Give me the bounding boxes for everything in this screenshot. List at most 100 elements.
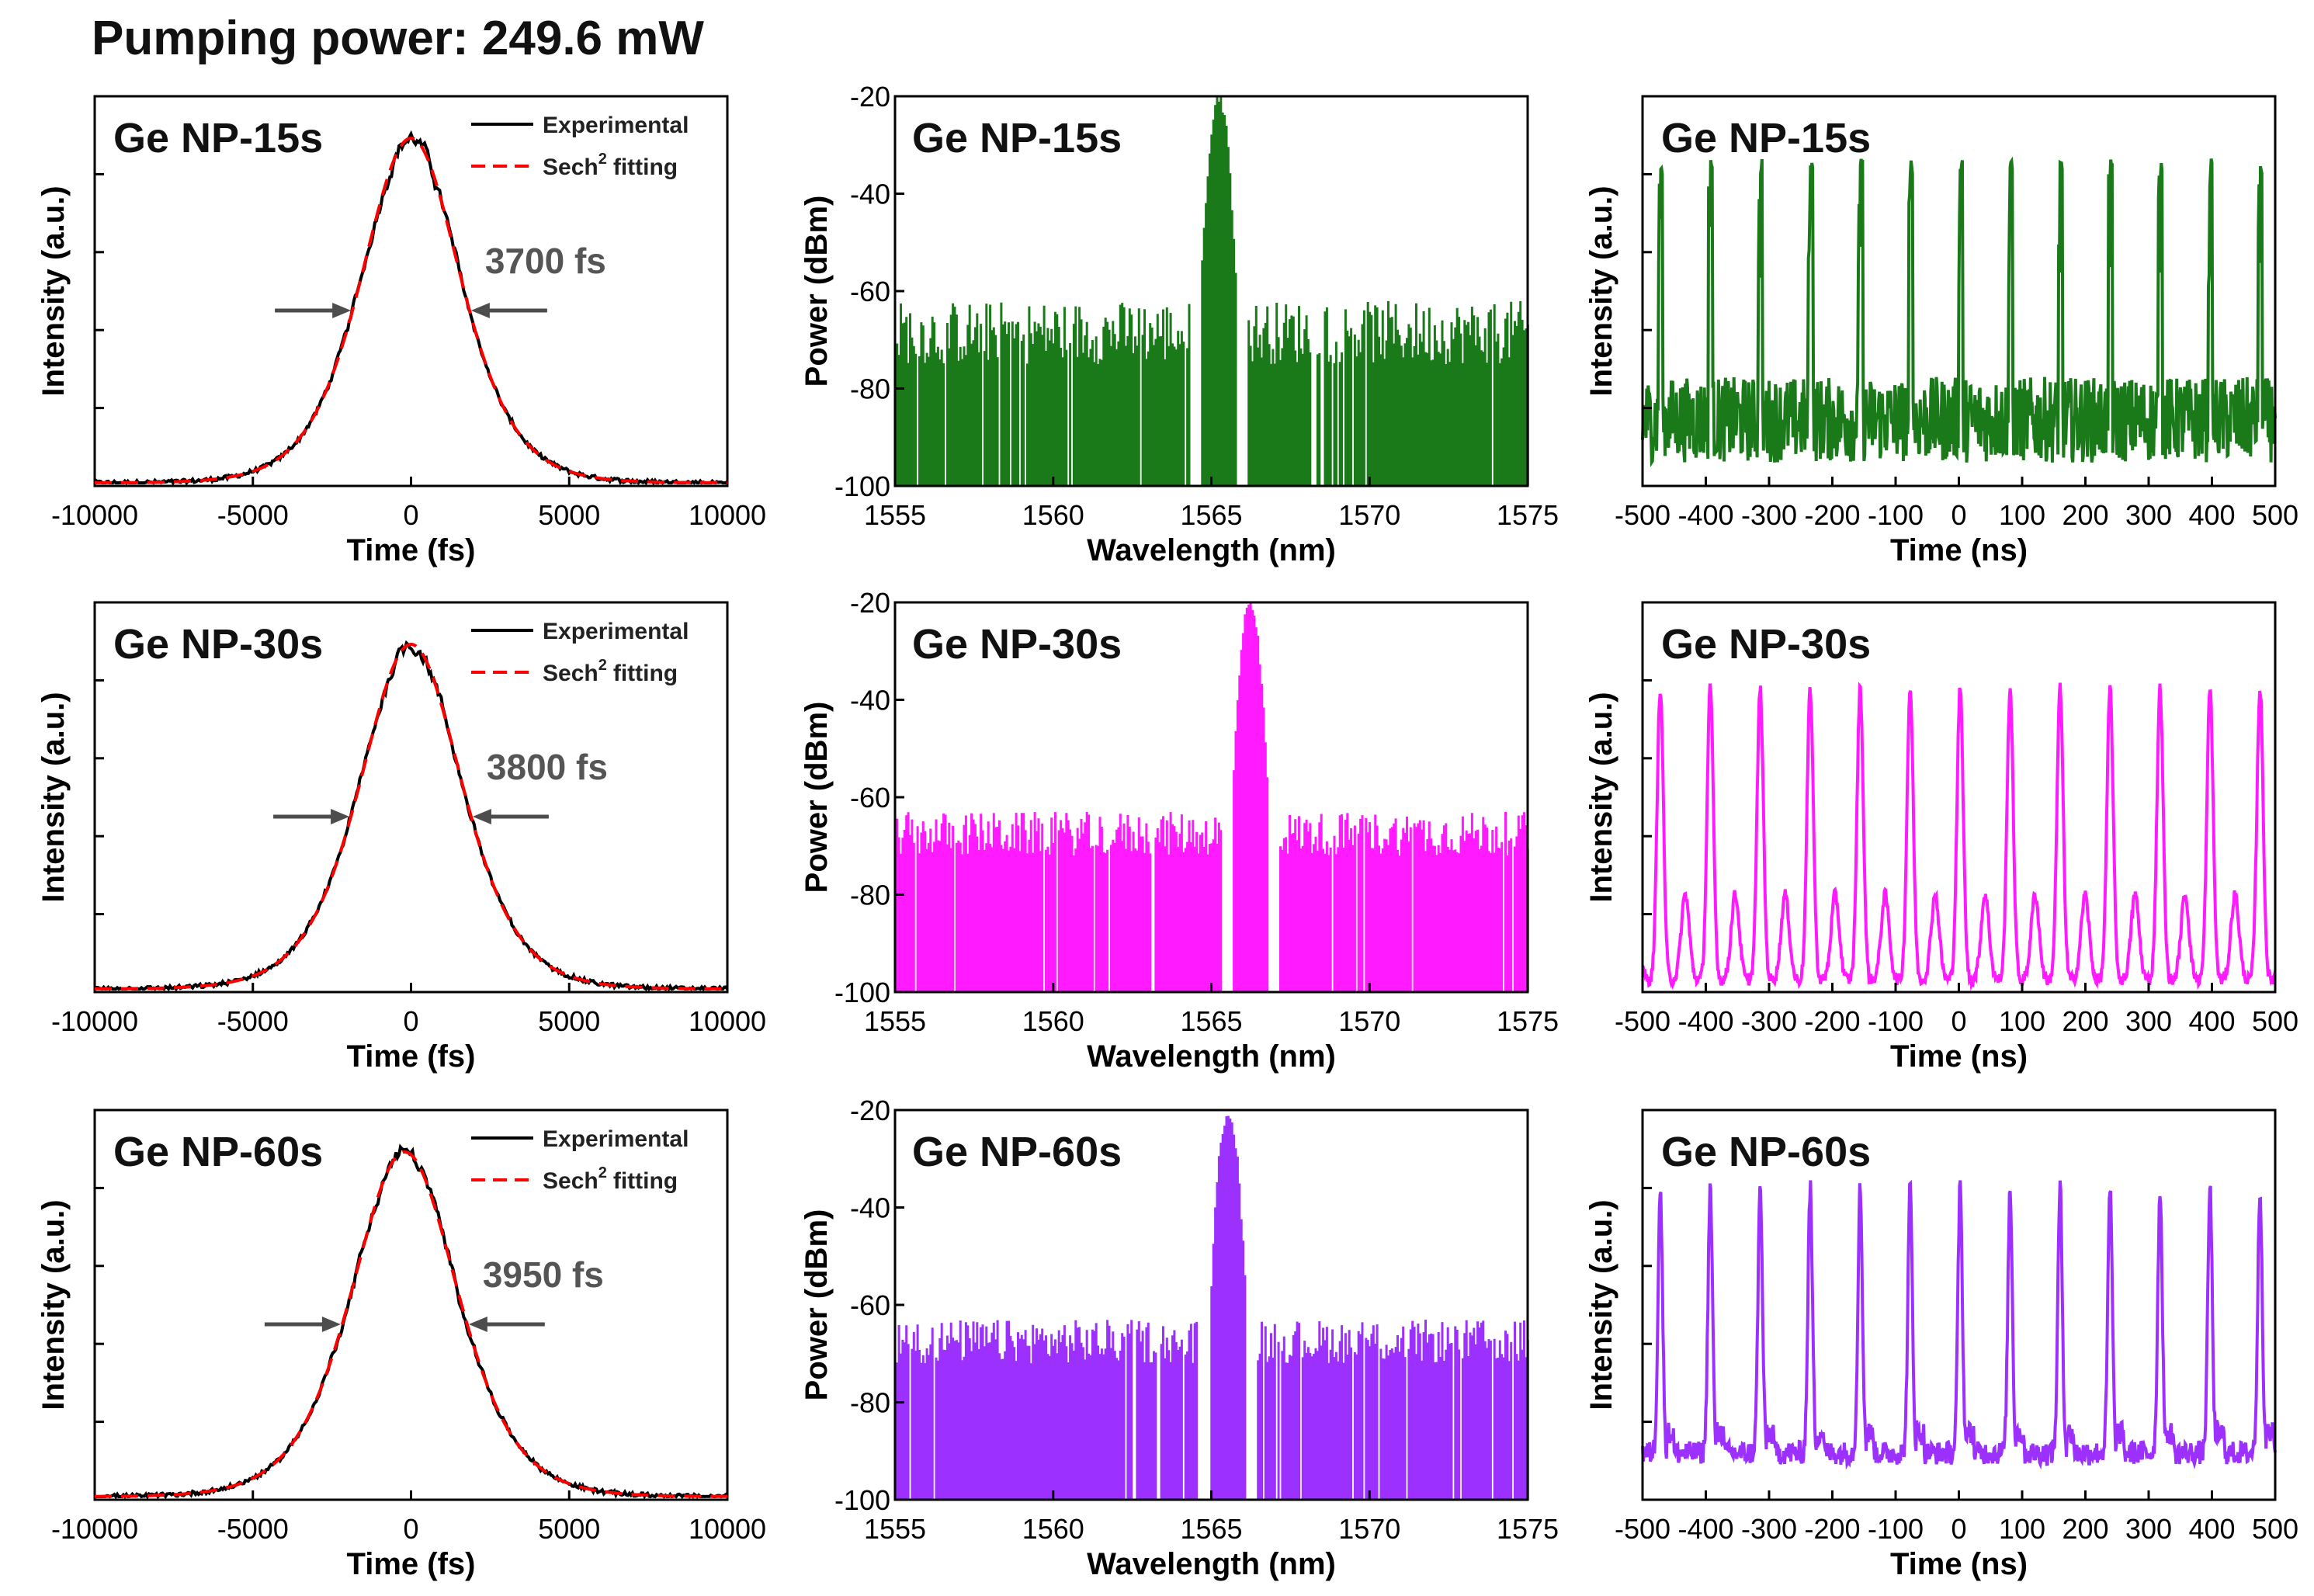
x-tick-label: -100 (1868, 499, 1924, 531)
x-tick-label: 1555 (864, 499, 926, 531)
spectrum-plot-sp-60: 1555 1560 1565 1570 1575 -100 -80 -60 -40 -20 Ge N… (800, 1095, 1559, 1581)
fwhm-arrowhead-right (472, 809, 491, 824)
fwhm-arrowhead-right (468, 1317, 487, 1332)
pulse-train-trace (1641, 156, 2277, 467)
x-tick-label: 10000 (689, 1513, 766, 1545)
x-tick-label: 5000 (538, 499, 600, 531)
x-tick-label: 0 (403, 1005, 418, 1037)
experimental-trace (94, 1143, 729, 1501)
x-tick-label: 5000 (538, 1513, 600, 1545)
x-tick-label: 5000 (538, 1005, 600, 1037)
x-tick-label: -10000 (51, 1005, 138, 1037)
x-tick-label: 1575 (1497, 499, 1559, 531)
x-tick-label: -300 (1741, 499, 1797, 531)
y-tick-label: -100 (834, 470, 890, 502)
pulse-train-plot-pt-30: -500 -400 -300 -200 -100 0 100 200 300 400 500 Ge N… (1584, 601, 2298, 1074)
panel-title: Ge NP-15s (113, 115, 323, 161)
panel-title: Ge NP-15s (912, 115, 1122, 161)
legend-fit-label: Sech2 fitting (543, 1164, 678, 1194)
fwhm-label: 3800 fs (487, 747, 608, 787)
y-tick-label: -60 (850, 782, 890, 814)
legend-fit-sup: 2 (598, 151, 607, 168)
x-axis-label: Time (ns) (1890, 533, 2028, 567)
legend-fit-tail: fitting (613, 661, 678, 686)
y-tick-label: -40 (850, 685, 890, 716)
x-tick-label: 200 (2062, 1513, 2108, 1545)
x-tick-label: -200 (1804, 1513, 1860, 1545)
x-axis-label: Time (ns) (1890, 1547, 2028, 1581)
fwhm-label: 3950 fs (483, 1254, 604, 1295)
x-tick-label: 500 (2252, 1513, 2298, 1545)
autocorrelation-plot-ac-15: -10000 -5000 0 5000 10000 Ge NP-15s Experiment… (36, 95, 766, 567)
x-tick-label: 1575 (1497, 1513, 1559, 1545)
x-tick-label: 300 (2125, 1005, 2172, 1037)
panel-title: Ge NP-60s (113, 1129, 323, 1175)
x-axis-label: Time (fs) (347, 1039, 476, 1074)
y-tick-label: -80 (850, 373, 890, 405)
y-axis-label: Power (dBm) (800, 702, 834, 893)
experimental-trace (93, 640, 729, 992)
x-axis-label: Wavelength (nm) (1087, 1547, 1336, 1581)
x-tick-label: 400 (2188, 1005, 2235, 1037)
sech2-fit-trace (95, 1150, 727, 1498)
x-axis-label: Wavelength (nm) (1087, 533, 1336, 567)
x-tick-label: 1570 (1338, 499, 1400, 531)
x-tick-label: 100 (1999, 499, 2045, 531)
legend-fit-label: Sech2 fitting (543, 151, 678, 180)
x-tick-label: 1570 (1338, 1513, 1400, 1545)
x-tick-label: 1570 (1338, 1005, 1400, 1037)
x-tick-label: 200 (2062, 499, 2108, 531)
legend-fit-label: Sech2 fitting (543, 657, 678, 686)
panel-title: Ge NP-15s (1661, 115, 1871, 161)
legend-fit-base: Sech (543, 1168, 598, 1194)
page-title: Pumping power: 249.6 mW (92, 12, 704, 65)
x-tick-label: 1555 (864, 1005, 926, 1037)
x-tick-label: -10000 (51, 499, 138, 531)
x-axis-label: Time (fs) (347, 1547, 476, 1581)
fwhm-arrowhead-left (332, 303, 352, 318)
x-tick-label: -500 (1615, 499, 1670, 531)
x-tick-label: -500 (1615, 1005, 1670, 1037)
x-tick-label: 500 (2252, 499, 2298, 531)
y-tick-label: -100 (834, 1484, 890, 1516)
spectrum-bars (896, 1115, 1529, 1500)
fwhm-arrowhead-left (321, 1317, 341, 1332)
pulse-train-trace (1641, 1179, 2277, 1470)
legend-fit-tail: fitting (613, 154, 678, 180)
y-tick-label: -20 (850, 587, 890, 619)
x-tick-label: -10000 (51, 1513, 138, 1545)
y-axis-label: Intensity (a.u.) (1584, 186, 1618, 396)
x-tick-label: 300 (2125, 499, 2172, 531)
y-axis-label: Intensity (a.u.) (1584, 1199, 1618, 1410)
sech2-fit-trace (95, 642, 727, 991)
x-tick-label: -400 (1677, 1005, 1733, 1037)
pulse-train-trace (1641, 682, 2277, 991)
x-tick-label: 1565 (1180, 499, 1242, 531)
x-axis-label: Wavelength (nm) (1087, 1039, 1336, 1074)
y-axis-label: Power (dBm) (800, 196, 834, 387)
legend-experimental-label: Experimental (543, 619, 689, 644)
x-axis-label: Time (fs) (347, 533, 476, 567)
panel-title: Ge NP-60s (912, 1129, 1122, 1175)
x-tick-label: 1560 (1022, 499, 1084, 531)
x-tick-label: 300 (2125, 1513, 2172, 1545)
legend-fit-tail: fitting (613, 1168, 678, 1194)
panel-title: Ge NP-60s (1661, 1129, 1871, 1175)
legend-fit-sup: 2 (598, 1164, 607, 1181)
x-tick-label: 1575 (1497, 1005, 1559, 1037)
x-tick-label: -100 (1868, 1513, 1924, 1545)
x-tick-label: 0 (1951, 499, 1966, 531)
y-axis-label: Intensity (a.u.) (36, 1199, 71, 1410)
x-tick-label: -200 (1804, 1005, 1860, 1037)
y-tick-label: -20 (850, 1095, 890, 1126)
autocorrelation-plot-ac-60: -10000 -5000 0 5000 10000 Ge NP-60s Experiment… (36, 1109, 766, 1581)
x-tick-label: 1565 (1180, 1513, 1242, 1545)
x-tick-label: -100 (1868, 1005, 1924, 1037)
panel-title: Ge NP-30s (113, 621, 323, 668)
x-tick-label: 0 (403, 1513, 418, 1545)
x-tick-label: 200 (2062, 1005, 2108, 1037)
experimental-trace (93, 130, 729, 486)
y-tick-label: -40 (850, 1192, 890, 1224)
x-tick-label: -500 (1615, 1513, 1670, 1545)
x-tick-label: -5000 (217, 499, 289, 531)
